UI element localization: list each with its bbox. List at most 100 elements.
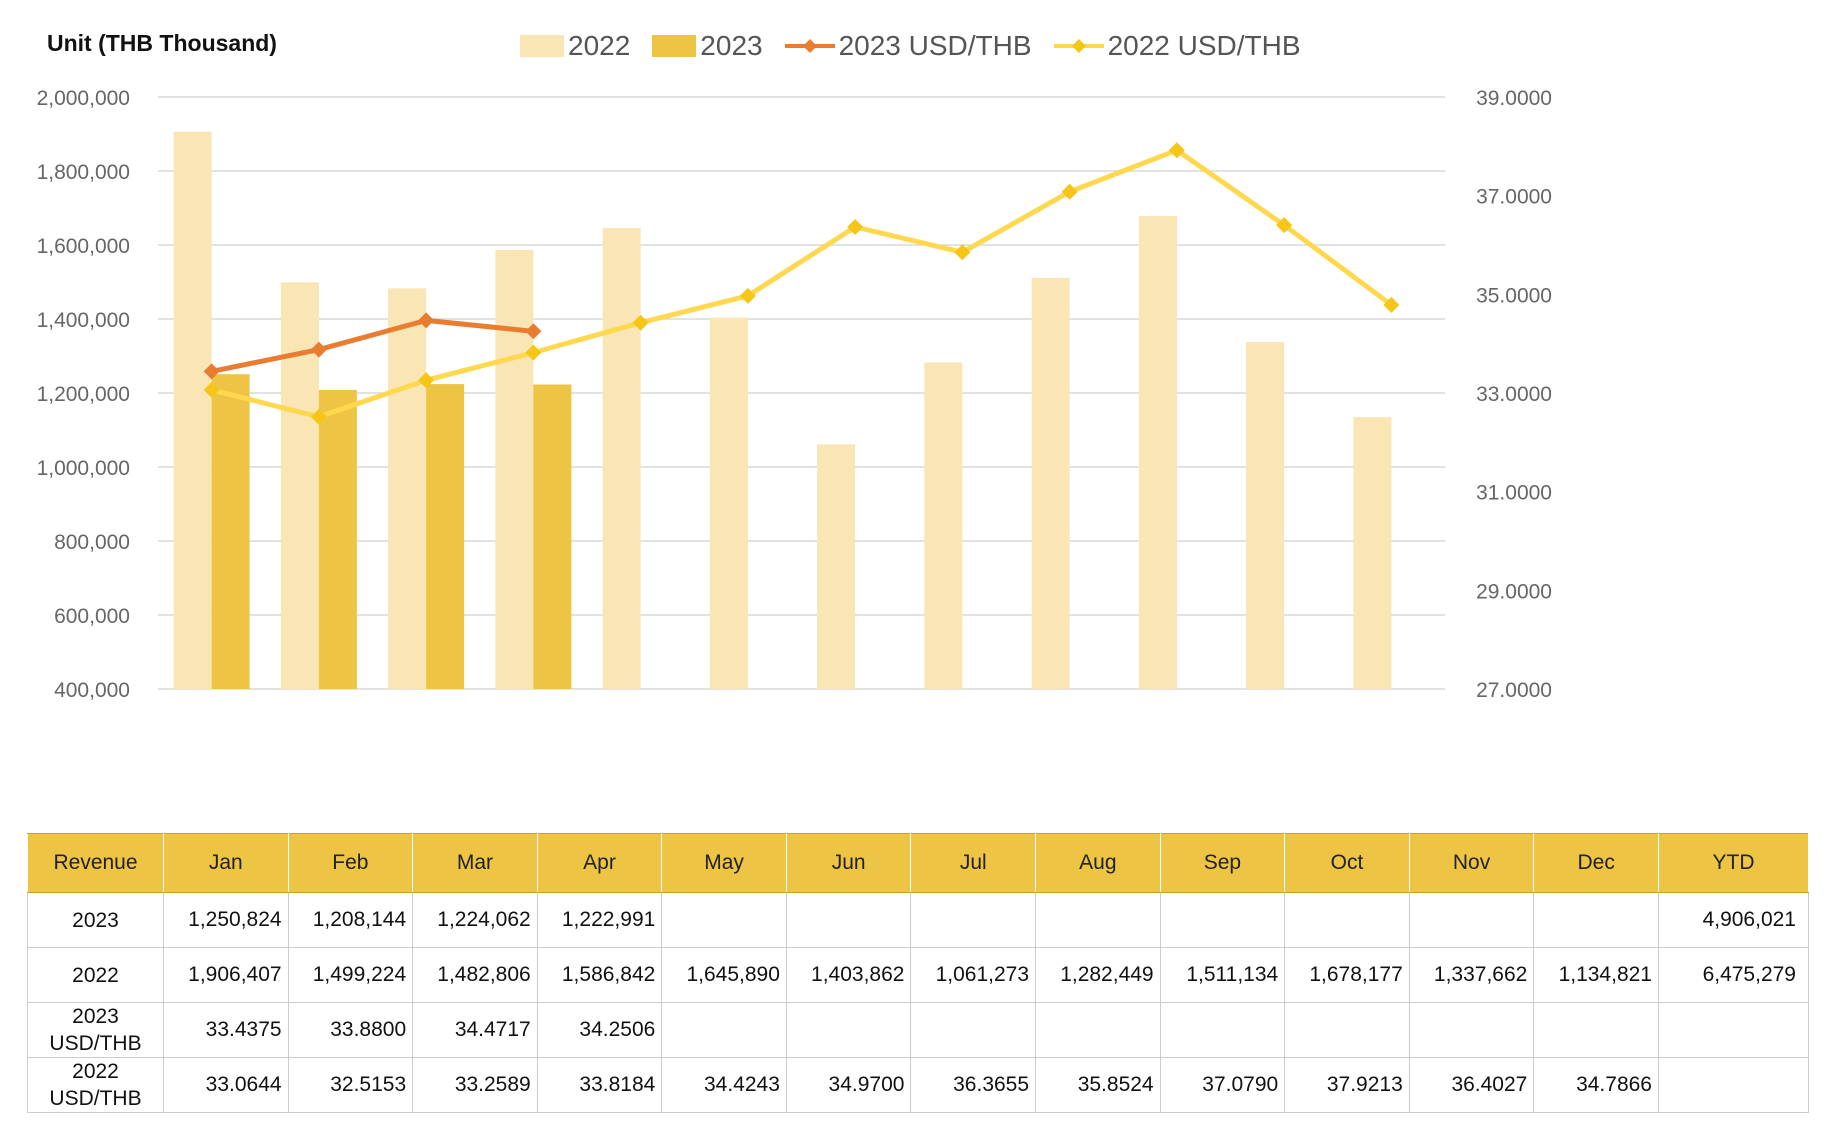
legend-swatch-2023 [652,35,697,57]
marker-2022-usd-thb [1383,296,1400,313]
table-header-cell: Jan [163,833,289,893]
table-cell [1408,1002,1535,1058]
table-cell: 1,224,062 [412,892,538,948]
y-left-tick-label: 1,000,000 [37,457,130,480]
table-header-cell: YTD [1658,833,1809,893]
line-2023-usd-thb [211,317,534,374]
y-left-tick-label: 2,000,000 [37,87,130,110]
marker-2022-usd-thb [1168,142,1185,159]
table-cell: 1,499,224 [287,947,414,1003]
table-header-cell: Jun [785,833,912,893]
y-left-tick-label: 1,800,000 [37,161,130,184]
table-cell [661,892,787,948]
bar-2022 [280,282,319,689]
bar-2022 [602,228,641,690]
bar-2022 [709,317,748,689]
table-header-cell: Feb [287,833,414,893]
table-header-cell: Dec [1533,833,1659,893]
table-cell [1284,892,1410,948]
table-cell [1159,892,1286,948]
table-cell [1159,1002,1286,1058]
table-cell: 4,906,021 [1658,892,1809,948]
y-right-tick-label: 35.0000 [1476,284,1552,307]
legend-swatch-2022 [520,35,564,57]
table-cell: 33.8184 [536,1057,663,1113]
y-left-tick-label: 1,600,000 [37,235,130,258]
table-row: 2022 USD/THB 33.0644 32.5153 33.2589 33.8184 3… [27,1057,1809,1113]
table-cell [1284,1002,1410,1058]
table-cell: 1,511,134 [1159,947,1286,1003]
marker-2023-usd-thb [418,312,435,329]
y-left-tick-label: 600,000 [54,605,130,628]
legend-swatch-2023-usdthb [784,39,835,53]
table-cell: 32.5153 [287,1057,414,1113]
table-cell [1035,892,1161,948]
table-cell [1658,1002,1809,1058]
bar-2023 [533,384,572,689]
legend-swatch-2022-usdthb [1053,39,1104,53]
table-header-row: Revenue Jan Feb Mar Apr May Jun Jul Aug … [27,833,1809,893]
table-header-cell: Sep [1159,833,1286,893]
bar-2022 [1246,342,1285,689]
table-cell: 36.4027 [1408,1057,1535,1113]
bar-2023 [426,384,465,689]
legend-label-2022-usdthb: 2022 USD/THB [1107,30,1301,61]
table-cell [910,1002,1037,1058]
marker-2022-usd-thb [203,381,220,398]
table-header-cell: Apr [536,833,663,893]
table-cell: 34.4717 [412,1002,538,1058]
bar-2022 [1138,216,1177,689]
y-right-tick-label: 39.0000 [1476,87,1552,110]
table-cell: 36.3655 [910,1057,1037,1113]
table-cell [1533,1002,1659,1058]
table-cell [1035,1002,1161,1058]
bar-2022 [173,131,212,690]
table-header-cell: Oct [1284,833,1410,893]
table-cell: 1,250,824 [163,892,289,948]
y-right-tick-label: 33.0000 [1476,383,1552,406]
legend-label-2023: 2023 [700,30,763,61]
bar-2022 [495,249,534,689]
table-header-cell: Aug [1035,833,1161,893]
bar-2023 [211,374,250,689]
marker-2022-usd-thb [739,287,756,304]
legend-label-2023-usdthb: 2023 USD/THB [838,30,1032,61]
revenue-chart: 2,000,000 1,800,000 1,600,000 1,400,000 1,20… [37,87,1552,702]
table-cell: 34.2506 [536,1002,663,1058]
table-header-cell: Revenue [27,833,164,893]
table-cell: 1,134,821 [1533,947,1659,1003]
marker-2023-usd-thb [310,341,327,358]
y-right-tick-label: 37.0000 [1476,186,1552,209]
chart-legend: 2022 2023 2023 USD/THB 2022 USD/THB [520,30,1301,62]
table-cell: 33.2589 [412,1057,538,1113]
table-cell: 1,208,144 [287,892,414,948]
table-cell: 35.8524 [1035,1057,1161,1113]
table-cell: 37.0790 [1159,1057,1286,1113]
table-header-cell: Jul [910,833,1037,893]
table-cell [661,1002,787,1058]
y-left-tick-label: 1,200,000 [37,383,130,406]
table-cell [1533,892,1659,948]
table-cell: 1,906,407 [163,947,289,1003]
table-cell: 33.0644 [163,1057,289,1113]
table-cell: 1,586,842 [536,947,663,1003]
table-cell: 1,222,991 [536,892,663,948]
table-cell: 34.7866 [1533,1057,1659,1113]
table-cell [785,892,912,948]
marker-2022-usd-thb [632,314,649,331]
table-cell: 1,678,177 [1284,947,1410,1003]
y-right-tick-label: 27.0000 [1476,679,1552,702]
table-row: 2023 USD/THB 33.4375 33.8800 34.4717 34.2506 [27,1002,1809,1058]
table-row: 2023 1,250,824 1,208,144 1,224,062 1,222,991… [27,892,1809,948]
table-cell: 34.4243 [661,1057,787,1113]
marker-2022-usd-thb [525,344,542,361]
bar-2022 [1353,417,1392,689]
legend-item-2022: 2022 [520,30,630,62]
table-cell: 1,061,273 [910,947,1037,1003]
table-cell: 37.9213 [1284,1057,1410,1113]
table-header-cell: Nov [1408,833,1535,893]
table-cell [785,1002,912,1058]
table-header-cell: Mar [412,833,538,893]
marker-2023-usd-thb [525,323,542,340]
legend-item-2023: 2023 [652,30,763,62]
